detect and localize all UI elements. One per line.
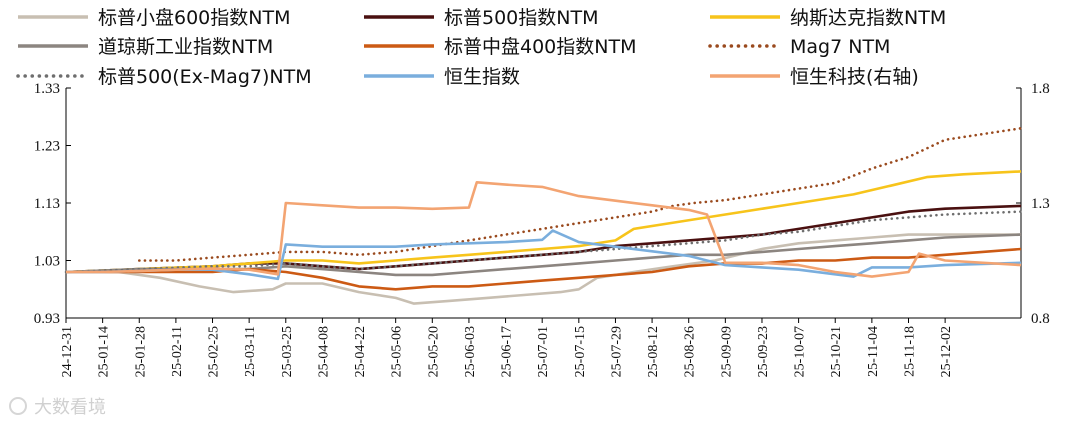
x-tick-label: 25-12-02 [939, 326, 954, 377]
watermark-text: 大数看境 [34, 397, 106, 418]
x-tick-label: 25-05-06 [390, 326, 405, 377]
legend-label: 纳斯达克指数NTM [790, 7, 946, 29]
x-tick-label: 25-09-09 [719, 326, 734, 377]
x-tick-label: 25-02-25 [207, 326, 222, 377]
x-tick-label: 25-07-29 [609, 326, 624, 377]
right-y-ticks: 0.8 1.3 1.8 [1016, 81, 1050, 327]
x-tick-label: 24-12-31 [60, 326, 75, 377]
axes [65, 88, 1022, 319]
legend-label: 道琼斯工业指数NTM [98, 36, 273, 58]
left-y-tick-label: 1.03 [34, 254, 60, 270]
series-line [66, 181, 1022, 278]
series-line [66, 229, 1022, 281]
x-tick-label: 25-01-28 [133, 326, 148, 377]
left-y-tick-label: 1.23 [34, 139, 60, 155]
x-tick-label: 25-02-11 [170, 326, 185, 377]
watermark-icon [9, 397, 27, 415]
left-y-tick-label: 1.13 [34, 196, 60, 212]
plot-area [64, 127, 1023, 305]
x-tick-label: 25-07-15 [573, 326, 588, 377]
x-tick-label: 25-11-18 [902, 326, 917, 377]
series-line [66, 233, 1021, 305]
legend-label: 标普小盘600指数NTM [98, 7, 290, 29]
legend-label: 恒生指数 [444, 66, 520, 88]
legend-label: 标普中盘400指数NTM [444, 36, 636, 58]
legend-label: 标普500(Ex-Mag7)NTM [98, 66, 312, 88]
x-tick-label: 25-03-11 [243, 326, 258, 377]
right-y-tick-label: 0.8 [1031, 311, 1050, 327]
x-tick-label: 25-06-17 [500, 326, 515, 377]
x-tick-label: 25-03-25 [280, 326, 295, 377]
legend-label: 恒生科技(右轴) [790, 66, 919, 88]
series-line [138, 127, 1023, 262]
legend: 标普小盘600指数NTM 标普500指数NTM 纳斯达克指数NTM 道琼斯工业指数NT… [16, 7, 946, 88]
series-line [65, 170, 1022, 274]
right-y-tick-label: 1.8 [1031, 81, 1050, 97]
x-tick-label: 25-05-20 [426, 326, 441, 377]
watermark: 大数看境 [9, 397, 106, 418]
x-tick-label: 25-09-23 [756, 326, 771, 377]
x-tick-label: 25-04-22 [353, 326, 368, 377]
left-y-ticks: 0.93 1.03 1.13 1.23 1.33 [34, 81, 71, 327]
legend-label: Mag7 NTM [790, 36, 890, 58]
right-y-tick-label: 1.3 [1031, 196, 1050, 212]
x-tick-label: 25-10-21 [829, 326, 844, 377]
x-tick-label: 25-07-01 [536, 326, 551, 377]
x-tick-label: 25-04-08 [316, 326, 331, 377]
x-tick-label: 25-11-04 [866, 326, 881, 377]
left-y-tick-label: 0.93 [34, 311, 60, 327]
x-tick-label: 25-08-26 [683, 326, 698, 377]
x-tick-label: 25-10-07 [793, 326, 808, 377]
x-tick-label: 25-01-14 [97, 326, 112, 377]
x-tick-label: 25-06-03 [463, 326, 478, 377]
legend-label: 标普500指数NTM [444, 7, 598, 29]
x-tick-label: 25-08-12 [646, 326, 661, 377]
x-ticks: 24-12-31 25-01-14 25-01-28 25-02-11 25-02-25… [60, 318, 954, 377]
left-y-tick-label: 1.33 [34, 81, 60, 97]
